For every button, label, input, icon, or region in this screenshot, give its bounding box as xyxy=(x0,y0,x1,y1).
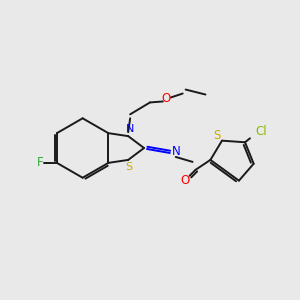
Text: S: S xyxy=(213,129,221,142)
Text: F: F xyxy=(37,156,44,170)
Text: S: S xyxy=(126,162,133,172)
Text: O: O xyxy=(180,174,189,187)
Text: N: N xyxy=(172,146,181,158)
Text: N: N xyxy=(126,124,134,134)
Text: O: O xyxy=(161,92,170,105)
Text: Cl: Cl xyxy=(255,125,267,138)
